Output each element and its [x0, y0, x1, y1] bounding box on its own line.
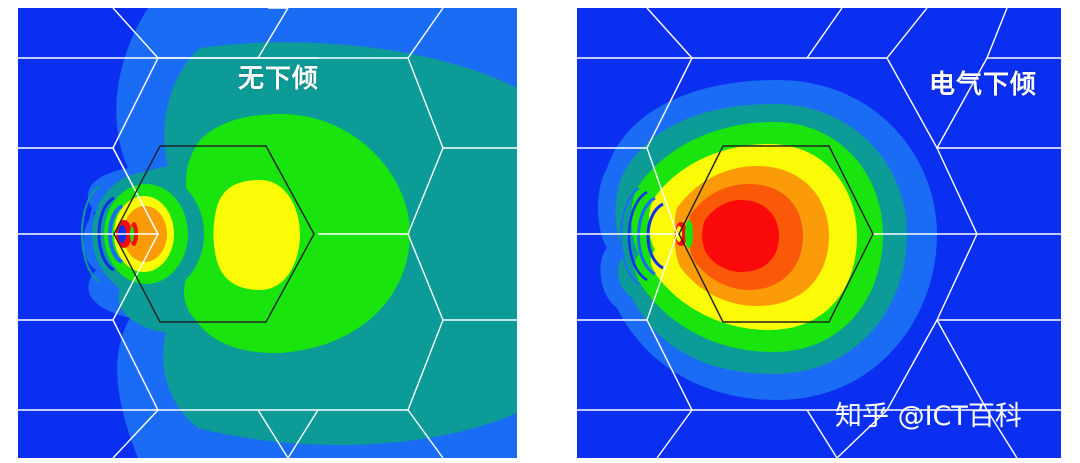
coverage-map-no-downtilt: 无下倾	[18, 8, 517, 458]
panel-label-no-downtilt: 无下倾	[238, 64, 320, 94]
contour-red	[702, 200, 779, 272]
near-field-rings	[620, 187, 693, 285]
coverage-map-electrical-downtilt: 电气下倾 知乎 @ICT百科	[577, 8, 1061, 458]
serving-cell-outline	[113, 145, 315, 323]
contour-yellow-far	[213, 180, 300, 290]
panel-label-electrical-downtilt: 电气下倾	[929, 70, 1038, 100]
coverage-heatmap-electrical-downtilt	[577, 8, 1061, 458]
serving-cell-outline	[678, 145, 874, 323]
cell-grid	[18, 8, 517, 458]
coverage-heatmap-no-downtilt	[18, 8, 517, 458]
cell-grid	[577, 8, 1061, 458]
watermark-text: 知乎 @ICT百科	[835, 401, 1022, 432]
